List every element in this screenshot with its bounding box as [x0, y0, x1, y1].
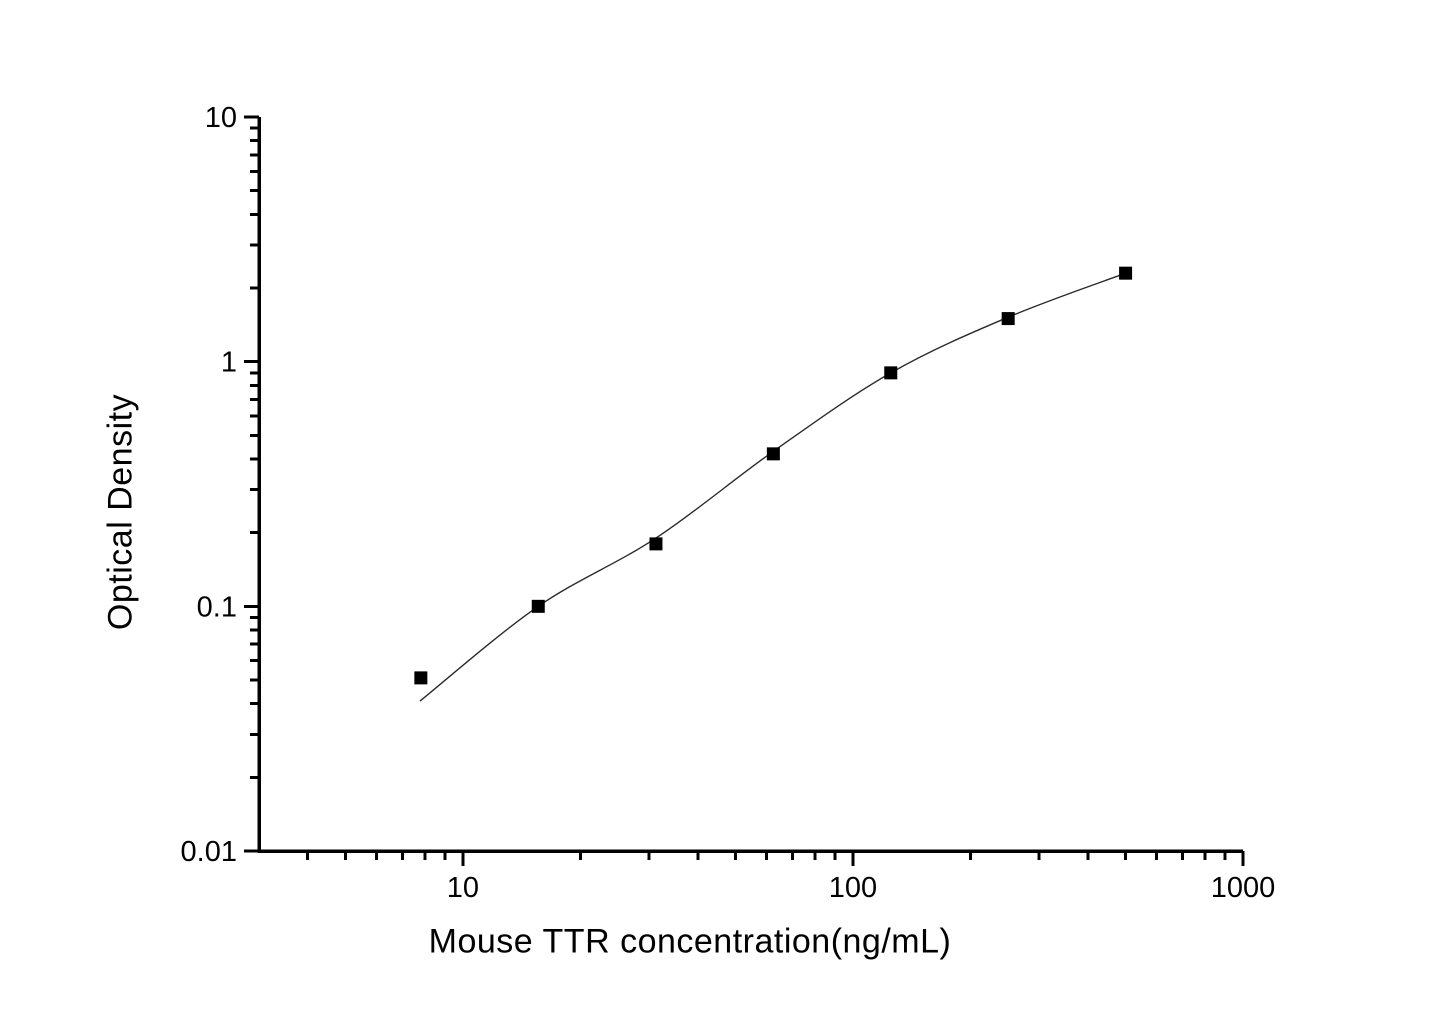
y-tick-label: 0.1 [197, 591, 237, 623]
data-point-marker [884, 366, 898, 380]
tick-labels: 10 100 1000 0.01 0.1 1 10 [181, 102, 1276, 904]
axes [257, 117, 1243, 853]
x-tick-label: 10 [447, 872, 479, 904]
y-tick-label: 0.01 [181, 836, 237, 868]
data-point-marker [1119, 266, 1133, 280]
data-point-marker [414, 671, 428, 685]
x-tick-label: 1000 [1211, 872, 1276, 904]
x-axis-title: Mouse TTR concentration(ng/mL) [428, 922, 952, 961]
y-tick-label: 10 [205, 102, 237, 134]
standard-curve-line [419, 272, 1126, 702]
data-point-marker [649, 537, 663, 551]
tick-marks [244, 115, 1245, 866]
y-axis-title: Optical Density [101, 393, 140, 631]
y-tick-label: 1 [221, 347, 237, 379]
data-point-marker [531, 599, 545, 613]
data-point-marker [1001, 312, 1015, 326]
data-point-markers [414, 266, 1133, 685]
x-tick-label: 100 [829, 872, 877, 904]
data-point-marker [766, 447, 780, 461]
